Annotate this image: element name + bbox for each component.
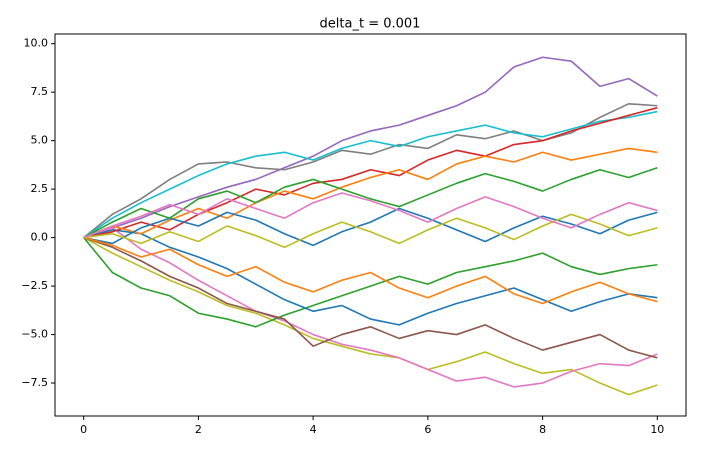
series-line — [83, 207, 658, 247]
y-tick-label: −2.5 — [21, 279, 48, 292]
y-tick-label: 7.5 — [31, 85, 49, 98]
series-line — [83, 236, 658, 359]
series-line — [83, 147, 658, 239]
y-tick-label: 10.0 — [24, 37, 49, 50]
y-tick-label: −7.5 — [21, 376, 48, 389]
y-tick-label: −5.0 — [21, 328, 48, 341]
series-line — [83, 192, 658, 239]
x-tick-label: 8 — [539, 423, 546, 436]
chart-title: delta_t = 0.001 — [320, 17, 421, 32]
x-tick-label: 10 — [650, 423, 664, 436]
x-tick-label: 6 — [424, 423, 431, 436]
series-line — [83, 236, 658, 305]
series-line — [83, 103, 658, 239]
series-line — [83, 213, 658, 249]
axes-frame — [54, 33, 687, 417]
y-tick-label: 0.0 — [31, 231, 49, 244]
x-tick-label: 2 — [195, 423, 202, 436]
series-line — [83, 56, 658, 239]
x-tick-label: 0 — [80, 423, 87, 436]
series-line — [83, 237, 658, 328]
x-tick-label: 4 — [310, 423, 317, 436]
y-tick-label: 5.0 — [31, 134, 49, 147]
series-line — [83, 167, 658, 239]
series-line — [83, 229, 658, 326]
series-line — [83, 110, 658, 239]
series-line — [83, 227, 658, 388]
y-tick-label: 2.5 — [31, 182, 49, 195]
plot-area — [83, 56, 658, 396]
series-line — [83, 236, 658, 396]
series-line — [83, 106, 658, 239]
